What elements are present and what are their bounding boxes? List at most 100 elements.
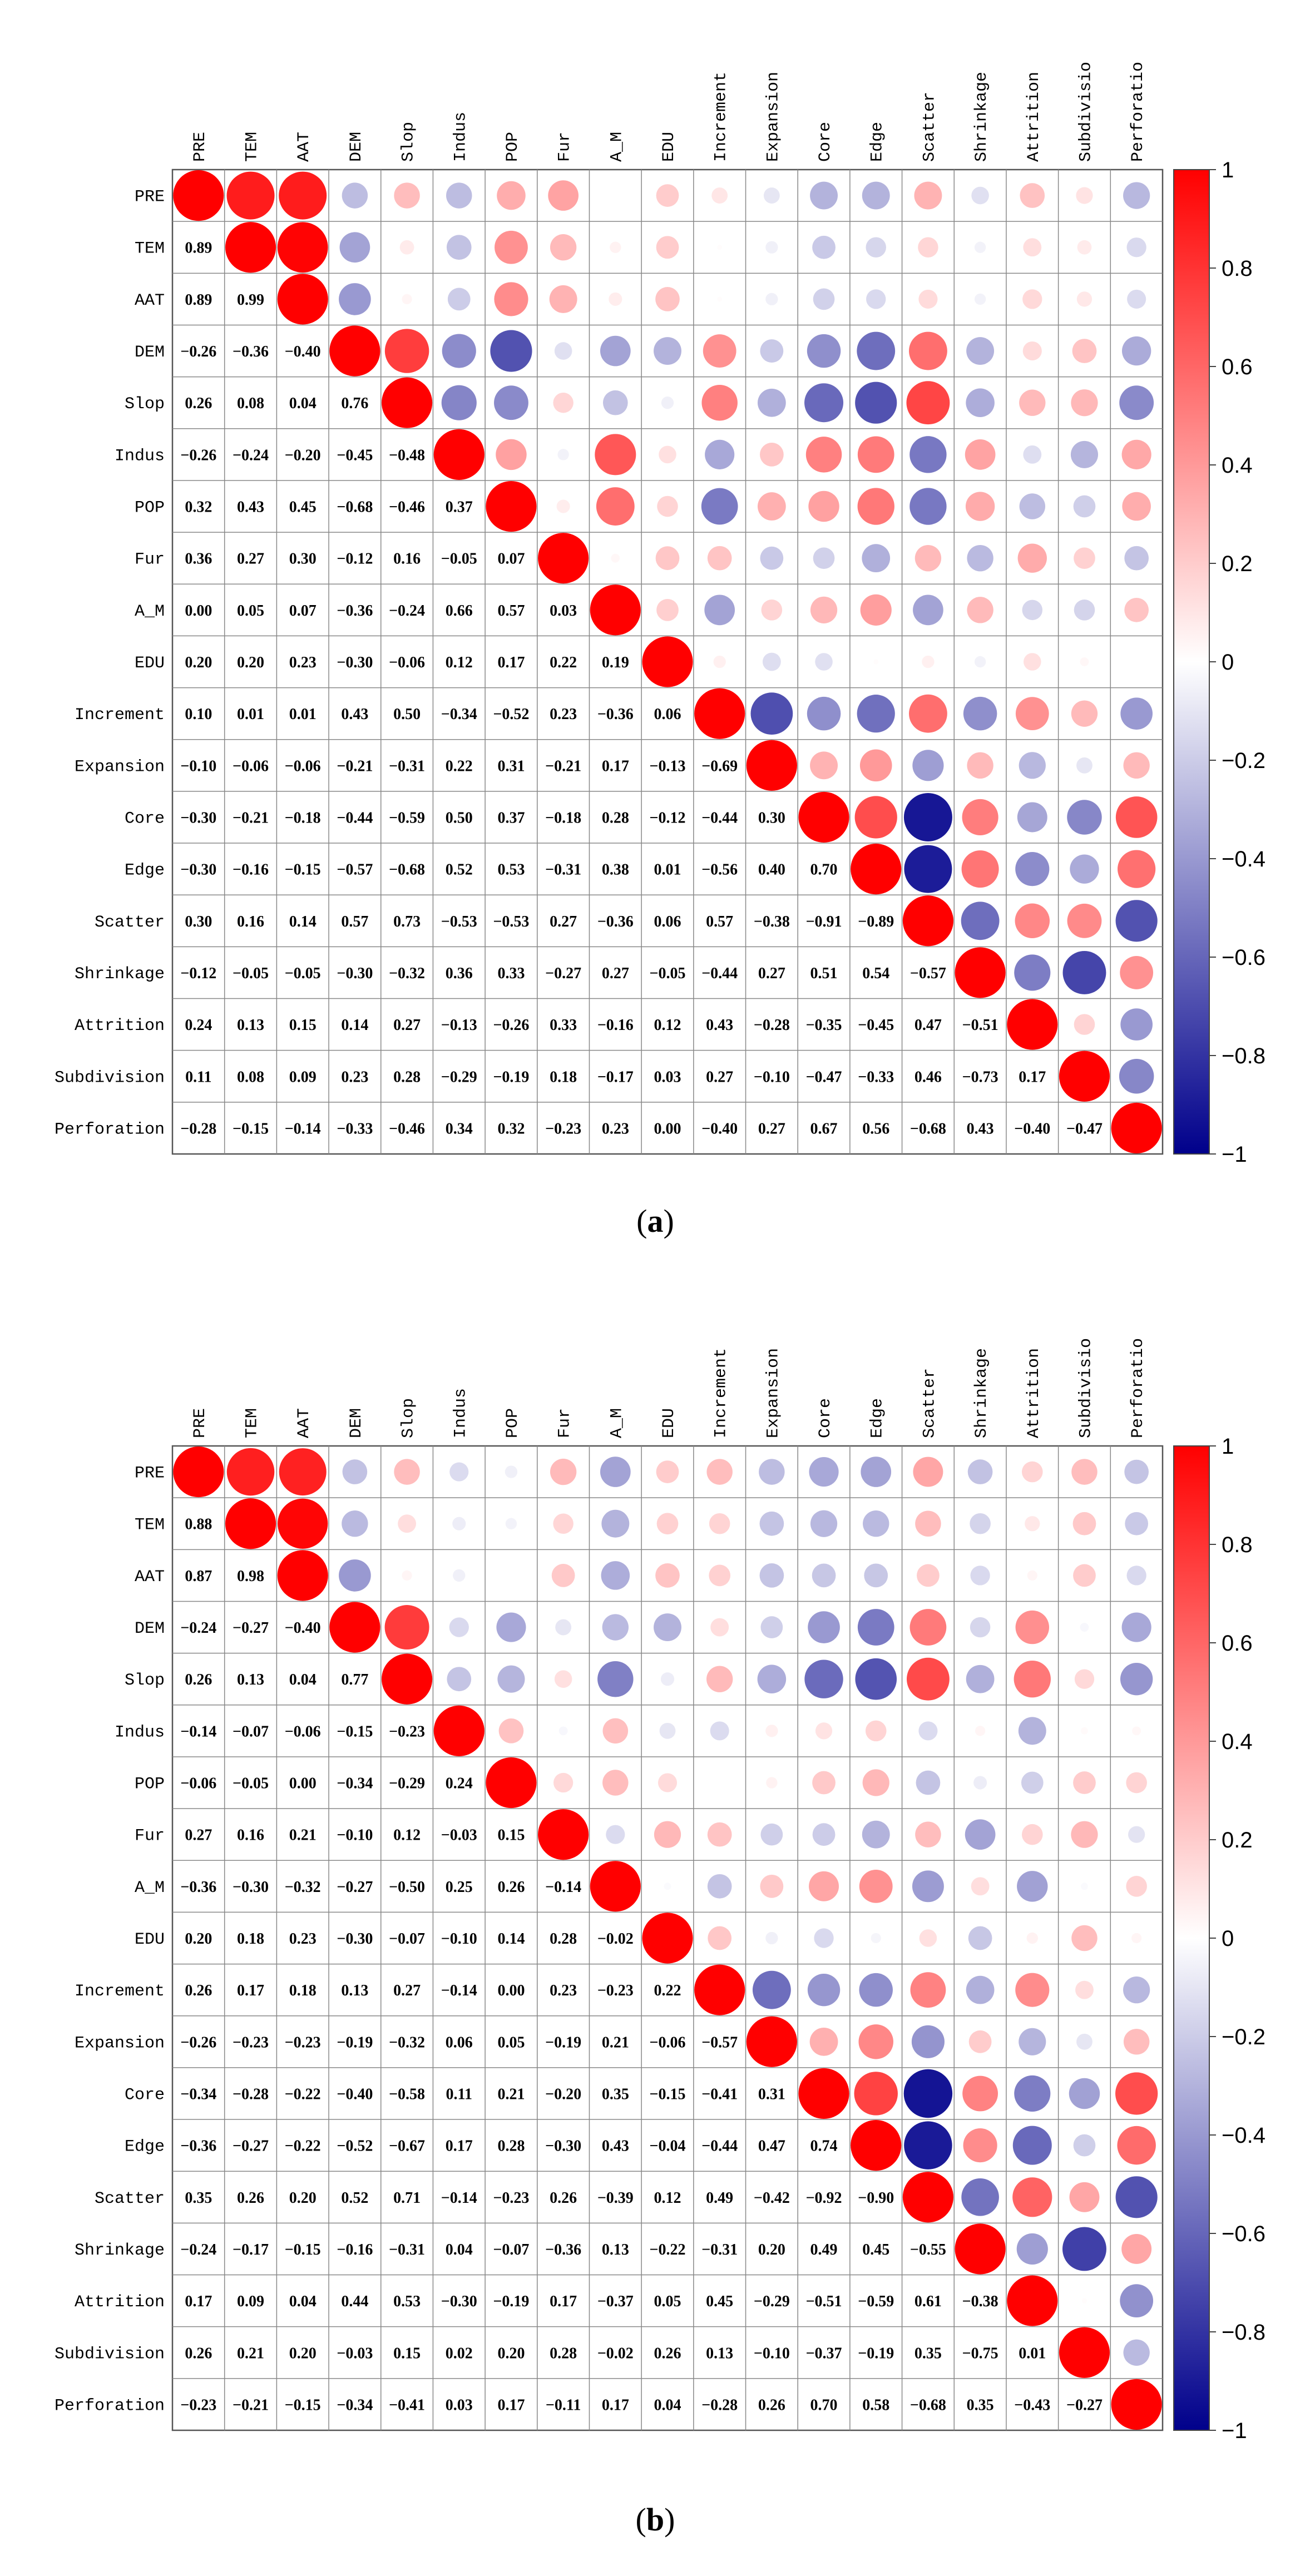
corr-value-EDU-A_M: −0.02 [597,1930,634,1948]
corr-circle-TEM-Scatter [915,1510,941,1537]
corr-value-Perforation-PRE: −0.28 [180,1120,216,1137]
corr-value-Core-Expansion: 0.31 [758,2085,785,2103]
column-label-EDU: EDU [660,132,679,162]
corr-circle-PRE-EDU [656,1460,679,1483]
corr-circle-DEM-Increment [703,334,736,368]
row-label-Attrition: Attrition [75,2293,165,2312]
corr-value-Subdivision-A_M: −0.02 [597,2345,634,2362]
corr-value-POP-Indus: 0.37 [446,499,473,516]
corr-value-Shrinkage-Scatter: −0.55 [910,2241,946,2258]
figure-panel-b: 0.88 0.87 0.98 −0.24 −0.27 −0.40 0.26 0.13 0.04 0… [0,1279,1310,2576]
corr-value-Expansion-AAT: −0.06 [285,757,321,775]
corr-value-Attrition-Increment: 0.43 [706,1017,733,1034]
corr-circle-Slop-Shrinkage [966,388,995,417]
corr-circle-Subdivision-Subdivision [1059,2327,1110,2378]
row-label-TEM: TEM [135,1516,165,1535]
column-label-Perforation: Perforatio [1129,62,1148,162]
corr-value-Scatter-Core: −0.91 [806,913,842,930]
corr-circle-DEM-A_M [600,335,631,366]
corr-circle-DEM-Shrinkage [970,1617,991,1638]
corr-value-EDU-Indus: 0.12 [446,654,473,671]
corr-value-Slop-TEM: 0.08 [237,395,264,412]
corr-circle-TEM-Expansion [759,1511,784,1536]
corr-value-Expansion-TEM: −0.23 [233,2034,269,2051]
corr-circle-Shrinkage-Shrinkage [955,2223,1006,2275]
corr-circle-DEM-Shrinkage [966,337,995,365]
corr-value-Increment-EDU: 0.22 [654,1982,681,1999]
corr-value-Increment-PRE: 0.10 [185,706,212,723]
corr-circle-TEM-Perforation [1125,1512,1149,1535]
corr-circle-PRE-TEM [226,1448,275,1496]
corr-circle-DEM-Indus [449,1617,469,1637]
corr-circle-DEM-Indus [442,334,476,368]
corr-value-Shrinkage-POP: −0.07 [493,2241,529,2258]
corr-value-Indus-TEM: −0.24 [233,447,269,464]
corr-value-Expansion-POP: 0.31 [497,757,525,775]
corr-value-Fur-Slop: 0.16 [393,551,421,568]
corr-value-EDU-Indus: −0.10 [441,1930,477,1948]
corr-value-Edge-PRE: −0.30 [180,861,216,879]
corr-value-Core-AAT: −0.18 [285,809,321,826]
corr-value-Increment-Indus: −0.34 [441,706,477,723]
row-label-Core: Core [125,809,165,828]
corr-value-A_M-Indus: 0.25 [446,1879,473,1896]
corr-value-Subdivision-Attrition: 0.17 [1019,1068,1046,1086]
corr-value-Shrinkage-DEM: −0.16 [337,2241,373,2258]
column-label-Scatter: Scatter [920,1368,939,1438]
corr-value-Edge-POP: 0.28 [497,2138,525,2155]
corr-value-Expansion-PRE: −0.26 [180,2034,216,2051]
corr-circle-EDU-Shrinkage [974,656,986,668]
corr-value-Perforation-PRE: −0.23 [180,2396,216,2414]
colorbar-tick-label: −0.8 [1222,2320,1265,2345]
corr-circle-PRE-Shrinkage [967,1459,993,1484]
corr-circle-Expansion-Perforation [1123,752,1150,779]
corr-value-Expansion-DEM: −0.21 [337,757,373,775]
corr-value-Core-Indus: 0.50 [446,809,473,826]
column-label-Slop: Slop [399,122,418,162]
corr-value-Perforation-EDU: 0.00 [654,1120,681,1137]
column-label-Core: Core [816,1398,835,1438]
corr-circle-Fur-Attrition [1017,543,1047,573]
corr-circle-TEM-Fur [553,1513,574,1534]
corr-circle-A_M-Perforation [1124,597,1149,622]
corr-value-Subdivision-Expansion: −0.10 [754,1068,790,1086]
corr-circle-TEM-Perforation [1126,237,1146,257]
corr-value-Scatter-Indus: −0.53 [441,913,477,930]
corr-value-Edge-EDU: 0.01 [654,861,681,879]
column-label-Core: Core [816,122,835,162]
corr-value-Subdivision-DEM: −0.03 [337,2345,373,2362]
corr-circle-Indus-Perforation [1121,439,1151,469]
corr-value-Shrinkage-Slop: −0.31 [389,2241,425,2258]
column-label-Fur: Fur [556,132,575,162]
corr-value-Edge-Slop: −0.68 [389,861,425,879]
corr-circle-Increment-Expansion [752,1970,791,2009]
figure-panel-a: 0.89 0.89 0.99 −0.26 −0.36 −0.40 0.26 0.08 0.04 0… [0,0,1310,1279]
corr-circle-Scatter-Attrition [1015,903,1050,939]
corr-circle-Indus-Perforation [1132,1726,1141,1736]
corr-circle-AAT-AAT [277,1550,328,1601]
corr-circle-A_M-A_M [590,1861,641,1912]
corr-value-Fur-Indus: −0.05 [441,551,477,568]
corr-value-Expansion-Slop: −0.32 [389,2034,425,2051]
corr-value-Shrinkage-TEM: −0.17 [233,2241,269,2258]
corr-circle-PRE-Core [809,1457,839,1487]
corr-value-Slop-AAT: 0.04 [289,395,317,412]
corr-circle-Expansion-Core [809,2027,838,2056]
corr-circle-Edge-Edge [851,2120,902,2171]
corr-value-Increment-POP: 0.00 [497,1982,525,1999]
corr-value-Core-Slop: −0.59 [389,809,425,826]
colorbar-tick-label: 0.8 [1222,1533,1253,1557]
corr-circle-Slop-Perforation [1120,1663,1153,1696]
corr-value-Expansion-Fur: −0.19 [545,2034,581,2051]
corr-value-Perforation-Attrition: −0.43 [1014,2396,1050,2414]
corr-value-Subdivision-Core: −0.37 [806,2345,842,2362]
corr-circle-POP-Attrition [1019,493,1046,519]
corr-circle-Shrinkage-Subdivision [1062,2227,1106,2271]
row-label-Fur: Fur [135,1827,165,1846]
corr-circle-AAT-Edge [866,289,886,309]
corr-value-Edge-Increment: −0.44 [701,2138,738,2155]
corr-circle-Increment-Attrition [1015,1973,1050,2007]
corr-circle-Slop-Attrition [1014,1661,1051,1698]
corr-value-Core-Slop: −0.58 [389,2085,425,2103]
row-label-AAT: AAT [135,1568,165,1587]
